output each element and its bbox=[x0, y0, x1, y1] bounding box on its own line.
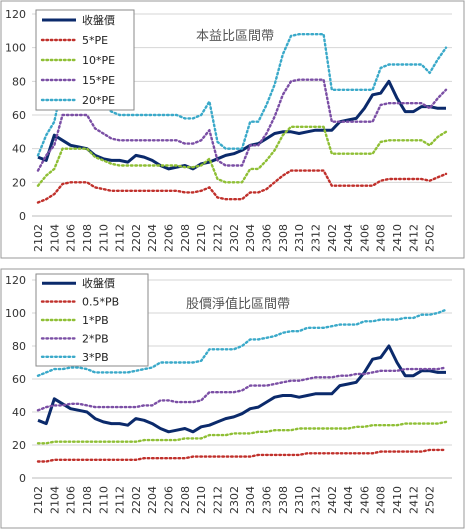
x-tick-label: 2410 bbox=[391, 486, 404, 514]
y-tick-label: 80 bbox=[12, 340, 26, 353]
series-line-1 bbox=[36, 169, 448, 204]
x-tick-label: 2308 bbox=[277, 486, 290, 514]
x-tick-label: 2412 bbox=[407, 486, 420, 514]
series-line-0 bbox=[37, 344, 446, 434]
x-tick-label: 2404 bbox=[342, 486, 355, 514]
x-tick-label: 2102 bbox=[32, 486, 45, 514]
x-tick-label: 2308 bbox=[277, 224, 290, 252]
x-tick-label: 2210 bbox=[195, 486, 208, 514]
legend-entry: 2*PB bbox=[82, 332, 109, 345]
x-tick-label: 2112 bbox=[114, 224, 127, 252]
legend-entry: 收盤價 bbox=[82, 276, 115, 290]
x-tick-label: 2206 bbox=[163, 486, 176, 514]
x-tick-label: 2312 bbox=[309, 486, 322, 514]
x-tick-label: 2408 bbox=[375, 224, 388, 252]
y-tick-label: 100 bbox=[5, 42, 26, 55]
x-tick-label: 2204 bbox=[146, 224, 159, 252]
x-tick-label: 2202 bbox=[130, 224, 143, 252]
x-tick-label: 2302 bbox=[228, 486, 241, 514]
series-line-2 bbox=[36, 420, 448, 445]
legend-entry: 20*PE bbox=[82, 94, 115, 107]
x-tick-label: 2310 bbox=[293, 224, 306, 252]
y-tick-label: 60 bbox=[12, 373, 26, 386]
x-tick-label: 2404 bbox=[342, 224, 355, 252]
x-tick-label: 2112 bbox=[114, 486, 127, 514]
x-tick-label: 2306 bbox=[260, 486, 273, 514]
x-tick-label: 2212 bbox=[212, 486, 225, 514]
x-tick-label: 2502 bbox=[424, 224, 437, 252]
x-tick-label: 2408 bbox=[375, 486, 388, 514]
x-tick-label: 2108 bbox=[81, 486, 94, 514]
chart-title: 股價淨值比區間帶 bbox=[186, 296, 290, 312]
legend-entry: 3*PB bbox=[82, 351, 109, 364]
x-tick-label: 2412 bbox=[407, 224, 420, 252]
x-tick-label: 2204 bbox=[146, 486, 159, 514]
y-tick-label: 40 bbox=[12, 406, 26, 419]
x-tick-label: 2104 bbox=[48, 486, 61, 514]
x-tick-label: 2110 bbox=[97, 486, 110, 514]
x-tick-label: 2402 bbox=[326, 486, 339, 514]
legend-entry: 1*PB bbox=[82, 314, 109, 327]
x-tick-label: 2102 bbox=[32, 224, 45, 252]
x-tick-label: 2208 bbox=[179, 224, 192, 252]
x-tick-label: 2106 bbox=[65, 224, 78, 252]
legend-entry: 10*PE bbox=[82, 54, 115, 67]
y-tick-label: 40 bbox=[12, 143, 26, 156]
legend-entry: 收盤價 bbox=[82, 13, 115, 27]
series-line-2 bbox=[36, 125, 448, 187]
legend-entry: 5*PE bbox=[82, 34, 108, 47]
legend-entry: 15*PE bbox=[82, 74, 115, 87]
x-tick-label: 2104 bbox=[48, 224, 61, 252]
y-tick-label: 120 bbox=[5, 8, 26, 21]
legend-entry: 0.5*PB bbox=[82, 296, 119, 309]
x-tick-label: 2110 bbox=[97, 224, 110, 252]
y-tick-label: 20 bbox=[12, 439, 26, 452]
y-tick-label: 0 bbox=[19, 472, 26, 485]
x-tick-label: 2208 bbox=[179, 486, 192, 514]
x-tick-label: 2108 bbox=[81, 224, 94, 252]
x-tick-label: 2410 bbox=[391, 224, 404, 252]
x-tick-label: 2306 bbox=[260, 224, 273, 252]
series-line-3 bbox=[36, 78, 448, 172]
y-tick-label: 20 bbox=[12, 176, 26, 189]
series-line-0 bbox=[37, 79, 446, 171]
x-tick-label: 2406 bbox=[358, 486, 371, 514]
x-tick-label: 2212 bbox=[212, 224, 225, 252]
x-tick-label: 2302 bbox=[228, 224, 241, 252]
x-tick-label: 2202 bbox=[130, 486, 143, 514]
y-tick-label: 80 bbox=[12, 75, 26, 88]
x-tick-label: 2210 bbox=[195, 224, 208, 252]
y-tick-label: 120 bbox=[5, 274, 26, 287]
x-tick-label: 2406 bbox=[358, 224, 371, 252]
x-tick-label: 2312 bbox=[309, 224, 322, 252]
series-line-3 bbox=[36, 366, 448, 412]
x-tick-label: 2310 bbox=[293, 486, 306, 514]
x-tick-label: 2502 bbox=[424, 486, 437, 514]
series-line-1 bbox=[36, 448, 448, 463]
x-tick-label: 2304 bbox=[244, 224, 257, 252]
y-tick-label: 100 bbox=[5, 307, 26, 320]
chart-title: 本益比區間帶 bbox=[196, 29, 274, 44]
x-tick-label: 2206 bbox=[163, 224, 176, 252]
y-tick-label: 60 bbox=[12, 109, 26, 122]
series-line-4 bbox=[36, 308, 448, 377]
y-tick-label: 0 bbox=[19, 210, 26, 223]
x-tick-label: 2106 bbox=[65, 486, 78, 514]
x-tick-label: 2304 bbox=[244, 486, 257, 514]
x-tick-label: 2402 bbox=[326, 224, 339, 252]
